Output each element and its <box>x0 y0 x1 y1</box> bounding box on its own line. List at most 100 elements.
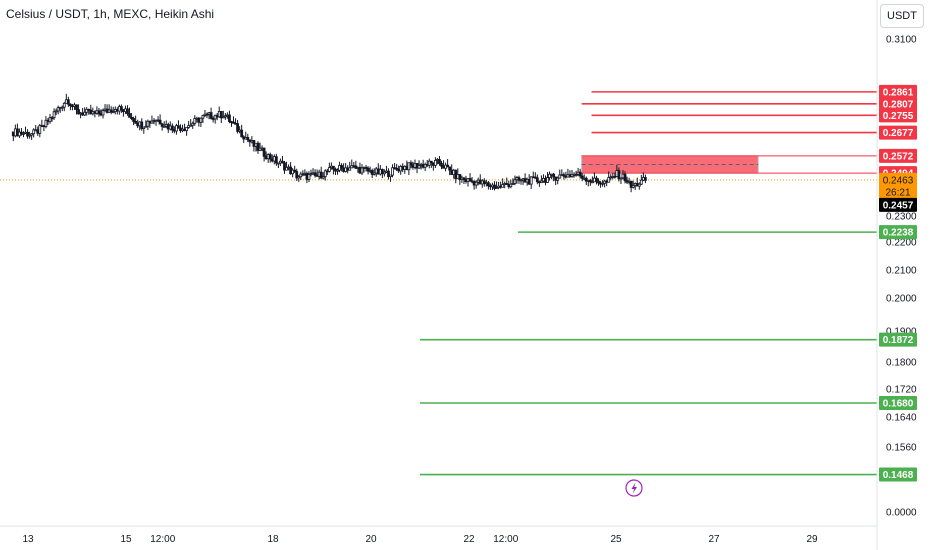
price-tick-label: 0.1720 <box>886 385 917 396</box>
candle-body <box>319 171 323 179</box>
candle-body <box>387 170 390 177</box>
candle-body <box>201 115 205 119</box>
candle-body <box>52 111 56 119</box>
candle-body <box>307 174 311 180</box>
chart-title: Celsius / USDT, 1h, MEXC, Heikin Ashi <box>6 7 215 21</box>
candle-body <box>22 133 25 135</box>
candle-body <box>588 179 592 183</box>
candle-body <box>221 116 225 119</box>
support-price-tag <box>879 332 917 347</box>
time-tick-label: 25 <box>610 534 622 545</box>
candle-body <box>276 162 280 165</box>
candle-body <box>189 124 193 127</box>
candle-body <box>519 179 523 182</box>
candle-body <box>597 180 600 184</box>
candle-body <box>482 180 486 184</box>
candle-body <box>256 142 260 151</box>
candle-body <box>170 125 174 131</box>
candle-body <box>285 166 288 171</box>
candle-body <box>558 174 562 179</box>
countdown-text: 26:21 <box>885 187 910 198</box>
candle-body <box>417 165 421 169</box>
candle-body <box>56 107 60 112</box>
time-tick-label: 27 <box>708 534 720 545</box>
candle-body <box>619 177 623 180</box>
candle-body <box>185 127 189 132</box>
candle-body <box>160 123 164 127</box>
candle-body <box>177 125 180 129</box>
resistance-price-tag <box>879 108 917 123</box>
level-lines <box>0 91 877 476</box>
candle-body <box>205 113 209 116</box>
candle-body <box>601 182 604 185</box>
candle-body <box>28 134 32 137</box>
candle-body <box>191 123 195 126</box>
resistance-price-tag <box>879 96 917 111</box>
candle-body <box>546 177 549 183</box>
candle-body <box>617 170 621 180</box>
candle-body <box>637 183 641 187</box>
candle-body <box>366 167 370 172</box>
candle-body <box>332 165 335 170</box>
support-price-tag <box>879 467 917 482</box>
support-price-tag-text: 0.2238 <box>883 228 914 239</box>
candle-body <box>429 160 433 164</box>
candle-body <box>85 108 89 113</box>
resistance-price-tag-text: 0.2861 <box>883 87 914 98</box>
resistance-price-tag-text: 0.2572 <box>883 151 914 162</box>
candle-body <box>209 112 213 119</box>
currency-unit-button[interactable]: USDT <box>880 4 924 28</box>
candle-body <box>395 167 399 170</box>
candle-body <box>427 160 431 166</box>
price-tick-label: 0.0000 <box>886 508 917 519</box>
candle-body <box>158 119 162 125</box>
candle-body <box>535 177 539 183</box>
candle-body <box>493 184 496 189</box>
candle-body <box>228 114 231 122</box>
candle-body <box>130 116 133 119</box>
candle-body <box>383 171 386 175</box>
candle-body <box>360 167 364 174</box>
candle-body <box>48 117 52 123</box>
candle-body <box>293 169 297 172</box>
candle-body <box>60 106 64 109</box>
candle-body <box>199 117 203 123</box>
candle-body <box>509 183 513 188</box>
candle-body <box>119 106 123 110</box>
candle-body <box>295 171 299 179</box>
candle-body <box>495 187 498 189</box>
candle-body <box>513 179 517 184</box>
candle-body <box>407 162 411 171</box>
candle-body <box>134 120 138 124</box>
candle-body <box>372 172 376 175</box>
candle-body <box>340 165 343 169</box>
candle-body <box>511 183 515 185</box>
current-price-tag-text: 0.2457 <box>883 200 914 211</box>
candle-body <box>50 117 54 119</box>
candle-body <box>30 133 34 136</box>
candle-body <box>631 185 635 188</box>
lightning-icon[interactable] <box>625 479 643 497</box>
candle-body <box>283 162 286 171</box>
resistance-price-tag-text: 0.2677 <box>883 128 914 139</box>
resistance-price-tag <box>879 125 917 140</box>
price-tick-label: 0.2100 <box>886 266 917 277</box>
candle-body <box>44 119 48 127</box>
candles <box>11 93 647 193</box>
price-tick-label: 0.1560 <box>886 443 917 454</box>
price-tick-label: 0.1800 <box>886 358 917 369</box>
candle-body <box>32 129 36 135</box>
price-tick-label: 0.2000 <box>886 294 917 305</box>
price-tick-label: 0.1900 <box>886 327 917 338</box>
candle-body <box>20 131 23 135</box>
candle-body <box>578 171 582 177</box>
candle-body <box>54 110 58 113</box>
candle-body <box>97 110 101 115</box>
support-price-tag-text: 0.1872 <box>883 335 914 346</box>
price-zone <box>581 155 877 174</box>
time-tick-label: 12:00 <box>150 534 175 545</box>
resistance-price-tag <box>879 148 917 163</box>
candle-body <box>66 99 70 105</box>
